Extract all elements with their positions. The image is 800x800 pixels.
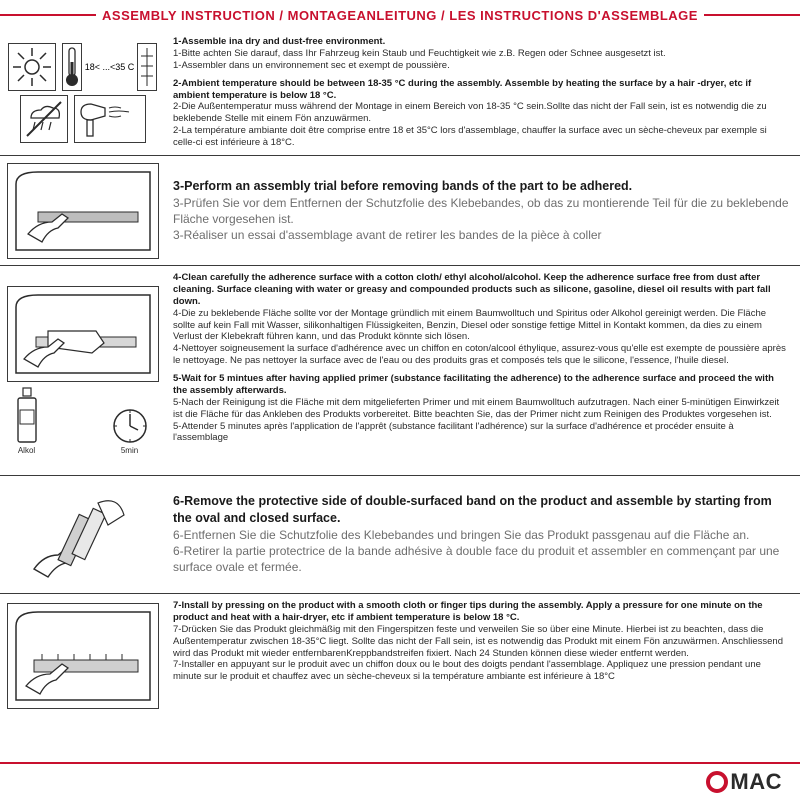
icon-alcohol-bottle	[14, 386, 40, 446]
text-5: 7-Install by pressing on the product wit…	[165, 594, 800, 718]
step2-de: 2-Die Außentemperatur muss während der M…	[173, 101, 767, 124]
step2-fr: 2-La température ambiante doit être comp…	[173, 125, 767, 148]
footer: MAC	[0, 762, 800, 800]
step5-fr: 5-Attender 5 minutes après l'application…	[173, 421, 734, 444]
step5-en: 5-Wait for 5 mintues after having applie…	[173, 373, 774, 396]
step1-de: 1-Bitte achten Sie darauf, dass Ihr Fahr…	[173, 48, 666, 59]
temperature-label: 18< ...<35 C	[85, 62, 135, 72]
header: ASSEMBLY INSTRUCTION / MONTAGEANLEITUNG …	[0, 0, 800, 30]
header-rule-left	[0, 14, 96, 16]
row-3: Alkol 5min	[0, 266, 800, 476]
text-2: 3-Perform an assembly trial before remov…	[165, 156, 800, 265]
page-title: ASSEMBLY INSTRUCTION / MONTAGEANLEITUNG …	[96, 8, 704, 23]
icon-timer	[108, 402, 152, 446]
illus-1: 18< ...<35 C	[0, 30, 165, 155]
icon-press-install	[7, 603, 159, 709]
icon-trial-fit	[7, 163, 159, 259]
text-4: 6-Remove the protective side of double-s…	[165, 476, 800, 593]
header-rule-right	[704, 14, 800, 16]
step4-fr: 4-Nettoyer soigneusement la surface d'ad…	[173, 343, 786, 366]
step7-de: 7-Drücken Sie das Produkt gleichmäßig mi…	[173, 624, 783, 659]
row-5: 7-Install by pressing on the product wit…	[0, 594, 800, 718]
row-2: 3-Perform an assembly trial before remov…	[0, 156, 800, 266]
step3-en: 3-Perform an assembly trial before remov…	[173, 179, 632, 193]
illus-5	[0, 594, 165, 718]
step1-fr: 1-Assembler dans un environnement sec et…	[173, 60, 450, 71]
row-4: 6-Remove the protective side of double-s…	[0, 476, 800, 594]
text-1: 1-Assemble ina dry and dust-free environ…	[165, 30, 800, 155]
step4-de: 4-Die zu beklebende Fläche sollte vor de…	[173, 308, 766, 343]
step6-en: 6-Remove the protective side of double-s…	[173, 494, 772, 525]
illus-2	[0, 156, 165, 265]
step7-en: 7-Install by pressing on the product wit…	[173, 600, 763, 623]
alcohol-label: Alkol	[18, 446, 35, 455]
step2-en: 2-Ambient temperature should be between …	[173, 78, 751, 101]
icon-clean-surface	[7, 286, 159, 382]
icon-sun	[8, 43, 56, 91]
logo-text: MAC	[730, 769, 782, 795]
step5-de: 5-Nach der Reinigung ist die Fläche mit …	[173, 397, 779, 420]
icon-no-rain	[20, 95, 68, 143]
instruction-rows: 18< ...<35 C	[0, 30, 800, 762]
step3-fr: 3-Réaliser un essai d'assemblage avant d…	[173, 228, 602, 242]
icon-snow	[137, 43, 157, 91]
logo-ring-icon	[706, 771, 728, 793]
icon-hairdryer	[74, 95, 146, 143]
step7-fr: 7-Installer en appuyant sur le produit a…	[173, 659, 761, 682]
text-3: 4-Clean carefully the adherence surface …	[165, 266, 800, 475]
timer-label: 5min	[121, 446, 138, 455]
brand-logo: MAC	[706, 769, 782, 795]
icon-thermometer	[62, 43, 82, 91]
step6-de: 6-Entfernen Sie die Schutzfolie des Kleb…	[173, 528, 749, 542]
step1-en: 1-Assemble ina dry and dust-free environ…	[173, 36, 385, 47]
illus-4	[0, 476, 165, 593]
icon-peel-tape	[8, 485, 158, 585]
step6-fr: 6-Retirer la partie protectrice de la ba…	[173, 544, 779, 574]
row-1: 18< ...<35 C	[0, 30, 800, 156]
step4-en: 4-Clean carefully the adherence surface …	[173, 272, 771, 307]
page: ASSEMBLY INSTRUCTION / MONTAGEANLEITUNG …	[0, 0, 800, 800]
illus-3: Alkol 5min	[0, 266, 165, 475]
step3-de: 3-Prüfen Sie vor dem Entfernen der Schut…	[173, 196, 789, 226]
